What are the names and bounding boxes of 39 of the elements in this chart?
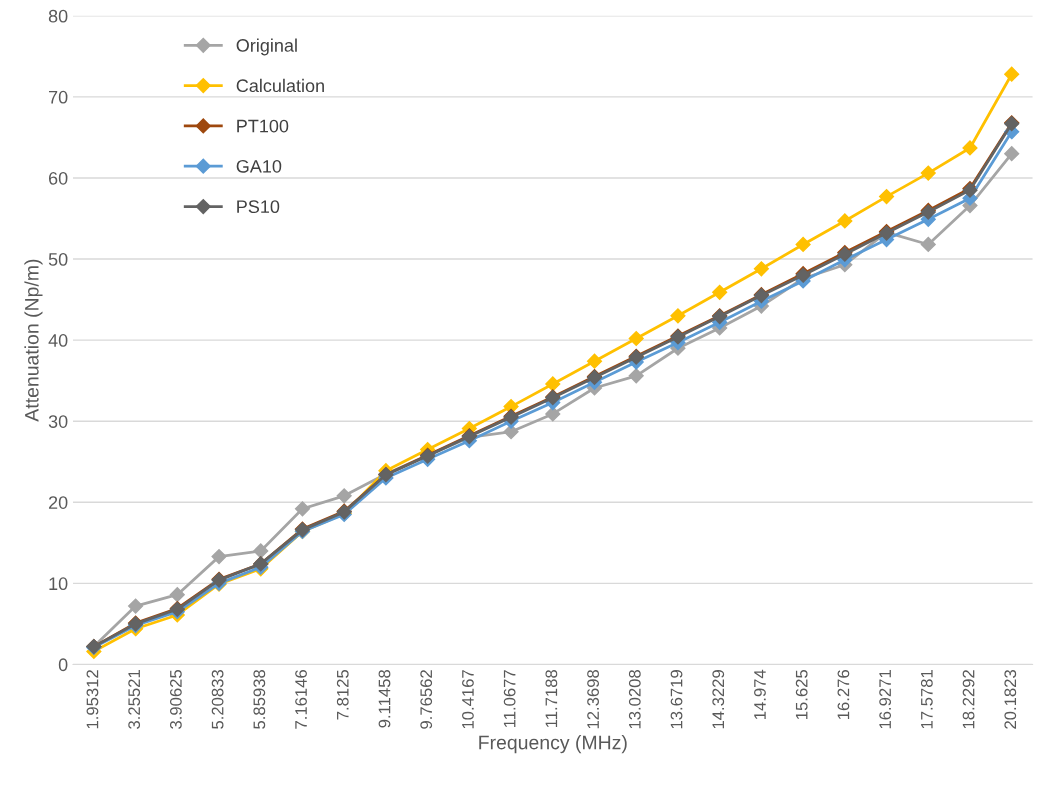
y-tick-label: 80 [48,9,68,23]
x-tick-label: 16.276 [837,670,850,719]
x-tick-label: 11.7188 [545,670,558,728]
legend-label: Calculation [236,78,324,93]
x-tick-label: 9.11458 [378,670,391,728]
x-axis-title: Frequency (MHz) [479,735,627,754]
x-tick-label: 14.3229 [712,670,725,729]
y-tick-label: 70 [48,90,68,104]
legend-label: GA10 [236,159,282,173]
y-tick-label: 60 [48,171,68,185]
x-tick-label: 7.16146 [295,670,307,729]
x-tick-label: 12.3698 [587,670,599,729]
x-tick-label: 16.9271 [879,670,892,729]
x-tick-label: 3.25521 [128,670,141,729]
x-tick-label: 13.0208 [628,670,641,729]
y-tick-label: 40 [48,334,68,347]
x-tick-label: 18.2292 [962,670,975,729]
y-tick-label: 20 [48,496,68,510]
x-tick-label: 9.76562 [420,670,433,729]
legend-label: PS10 [237,200,280,214]
x-tick-label: 17.5781 [920,670,933,729]
legend-label: PT100 [237,119,289,133]
x-tick-label: 11.0677 [503,670,516,728]
x-tick-label: 3.90625 [169,669,182,729]
x-tick-label: 14.974 [754,669,766,719]
x-tick-label: 7.8125 [336,669,349,720]
x-tick-label: 20.1823 [1004,670,1017,729]
y-tick-label: 0 [58,658,68,672]
y-axis-title: Attenuation (Np/m) [24,259,43,422]
x-tick-label: 15.625 [795,669,808,719]
y-tick-label: 30 [48,415,68,428]
x-tick-label: 10.4167 [462,670,474,729]
x-tick-label: 5.20833 [211,670,224,729]
x-tick-label: 1.95312 [86,670,99,729]
legend-label: Original [236,38,297,56]
y-tick-label: 10 [49,577,68,591]
y-tick-label: 50 [48,252,68,266]
x-tick-label: 5.85938 [253,670,266,729]
x-tick-label: 13.6719 [670,670,683,729]
